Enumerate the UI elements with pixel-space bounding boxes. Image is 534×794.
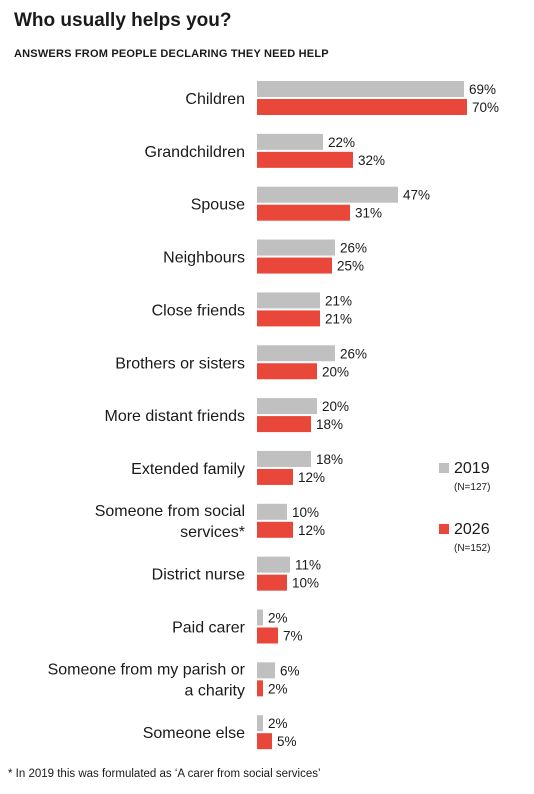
category-label: District nurse [152,567,245,584]
bar-2019 [257,186,398,203]
category-label: Someone from social services* [95,503,245,541]
bar-2026 [257,204,350,221]
value-label-2019: 69% [469,82,496,97]
legend-note-2026: (N=152) [454,543,490,554]
legend-swatch-2026 [439,524,449,534]
category-label: Spouse [191,197,245,214]
value-label-2019: 10% [292,505,319,520]
value-label-2026: 70% [472,100,499,115]
bar-2026 [257,416,311,433]
bar-2019 [257,133,323,150]
bar-2019 [257,292,320,309]
value-label-2026: 12% [298,470,325,485]
value-label-2019: 22% [328,135,355,150]
category-label: Children [185,91,245,108]
bar-2019 [257,345,335,362]
value-label-2026: 18% [316,417,343,432]
category-label: Someone from my parish or a charity [48,661,246,699]
legend-swatch-2019 [439,463,449,473]
bar-2019 [257,662,275,679]
bar-2026 [257,151,353,168]
bar-2026 [257,257,332,274]
value-label-2026: 10% [292,576,319,591]
bar-2026 [257,680,263,697]
value-label-2026: 25% [337,259,364,274]
category-label: More distant friends [104,408,245,425]
value-label-2019: 21% [325,293,352,308]
legend-label-2026: 2026 [454,521,490,538]
bar-2019 [257,450,311,467]
category-label: Close friends [152,302,245,319]
value-label-2026: 31% [355,206,382,221]
bar-2026 [257,733,272,750]
value-label-2019: 2% [268,611,288,626]
bar-2019 [257,503,287,520]
bar-2019 [257,398,317,415]
value-label-2019: 47% [403,188,430,203]
category-label: Someone else [143,725,245,742]
bar-2026 [257,99,467,115]
bar-2019 [257,556,290,573]
value-label-2019: 2% [268,716,288,731]
legend-note-2019: (N=127) [454,482,490,493]
bar-2026 [257,574,287,591]
value-label-2026: 20% [322,364,349,379]
value-label-2026: 2% [268,681,288,696]
bar-2026 [257,521,293,538]
bar-2019 [257,81,464,97]
value-label-2019: 6% [280,663,300,678]
value-label-2019: 26% [340,346,367,361]
category-label: Brothers or sisters [115,355,245,372]
value-label-2026: 5% [277,734,297,749]
footnote: * In 2019 this was formulated as ‘A care… [8,768,321,780]
category-label: Neighbours [163,250,245,267]
value-label-2026: 12% [298,523,325,538]
bar-2026 [257,310,320,327]
bar-2026 [257,627,278,644]
category-label: Grandchildren [145,144,246,161]
value-label-2026: 21% [325,311,352,326]
value-label-2019: 11% [295,558,321,573]
value-label-2019: 20% [322,399,349,414]
chart-title: Who usually helps you? [14,10,232,31]
legend-label-2019: 2019 [454,460,490,477]
bar-2026 [257,363,317,380]
value-label-2019: 26% [340,241,367,256]
bar-2019 [257,715,263,732]
bar-2019 [257,239,335,256]
category-label: Extended family [131,461,245,478]
value-label-2026: 32% [358,153,385,168]
bar-2026 [257,468,293,485]
bar-2019 [257,609,263,626]
value-label-2019: 18% [316,452,343,467]
value-label-2026: 7% [283,629,303,644]
category-label: Paid carer [172,620,246,637]
chart-subtitle: ANSWERS FROM PEOPLE DECLARING THEY NEED … [14,48,329,60]
